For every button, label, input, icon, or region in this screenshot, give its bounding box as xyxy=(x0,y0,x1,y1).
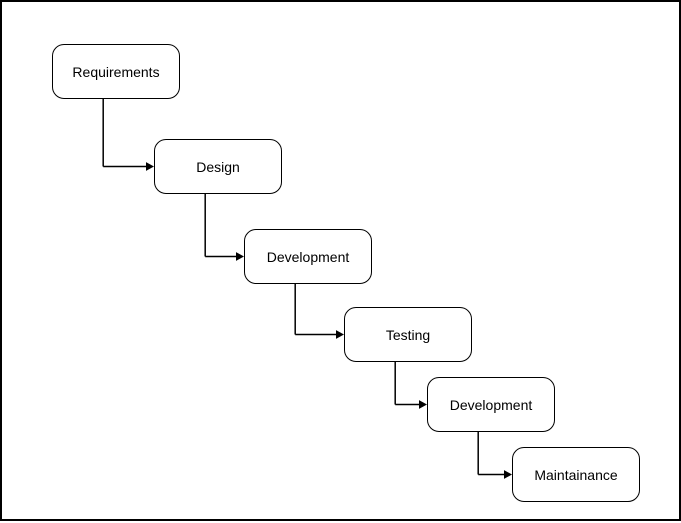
edge-development2-to-maintainance xyxy=(2,2,681,523)
flowchart-canvas: RequirementsDesignDevelopmentTestingDeve… xyxy=(0,0,681,521)
